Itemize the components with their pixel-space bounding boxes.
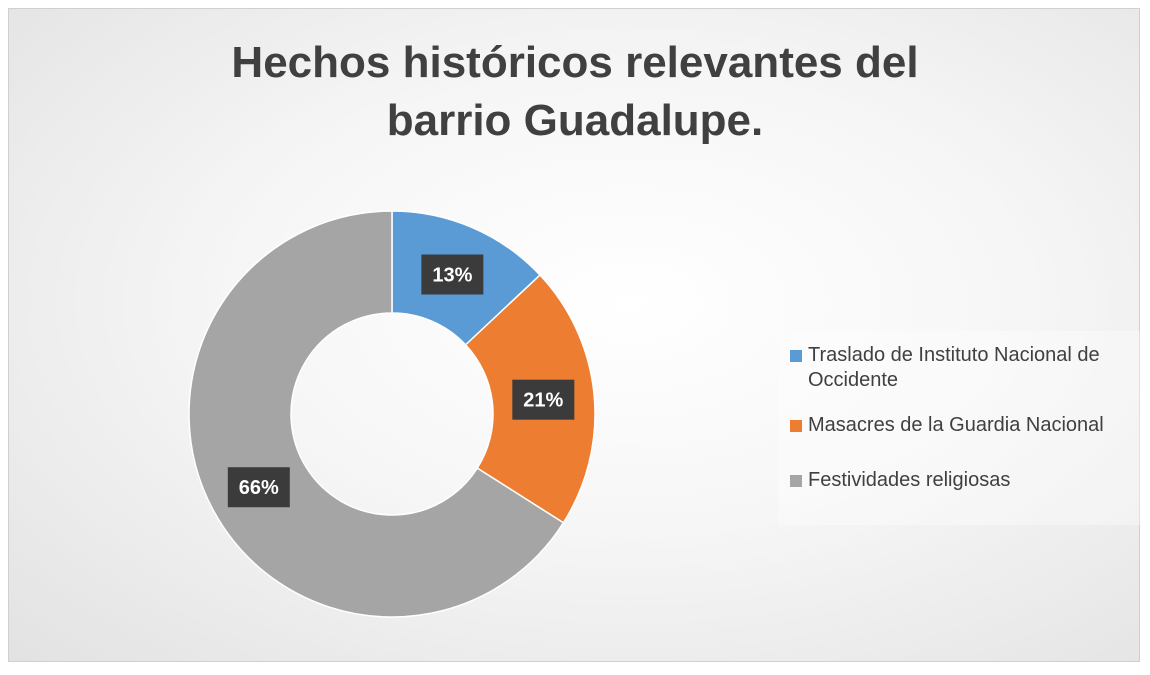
legend: Traslado de Instituto Nacional de Occide… bbox=[778, 331, 1142, 525]
data-label: 13% bbox=[432, 265, 472, 287]
legend-item: Traslado de Instituto Nacional de Occide… bbox=[790, 343, 1132, 393]
data-label-box bbox=[512, 379, 575, 420]
legend-swatch bbox=[790, 475, 802, 487]
data-label: 21% bbox=[523, 390, 563, 412]
data-label-box bbox=[421, 254, 484, 295]
legend-item: Festividades religiosas bbox=[790, 468, 1132, 493]
data-label: 66% bbox=[239, 477, 279, 499]
legend-label: Festividades religiosas bbox=[808, 469, 1011, 491]
legend-swatch bbox=[790, 420, 802, 432]
data-label-box bbox=[227, 467, 290, 508]
donut-segment bbox=[188, 210, 565, 618]
legend-label: Traslado de Instituto Nacional de Occide… bbox=[808, 344, 1100, 391]
legend-swatch bbox=[790, 350, 802, 362]
legend-item: Masacres de la Guardia Nacional bbox=[790, 413, 1132, 438]
legend-label: Masacres de la Guardia Nacional bbox=[808, 414, 1104, 436]
chart-title: Hechos históricos relevantes del barrio … bbox=[231, 38, 919, 145]
